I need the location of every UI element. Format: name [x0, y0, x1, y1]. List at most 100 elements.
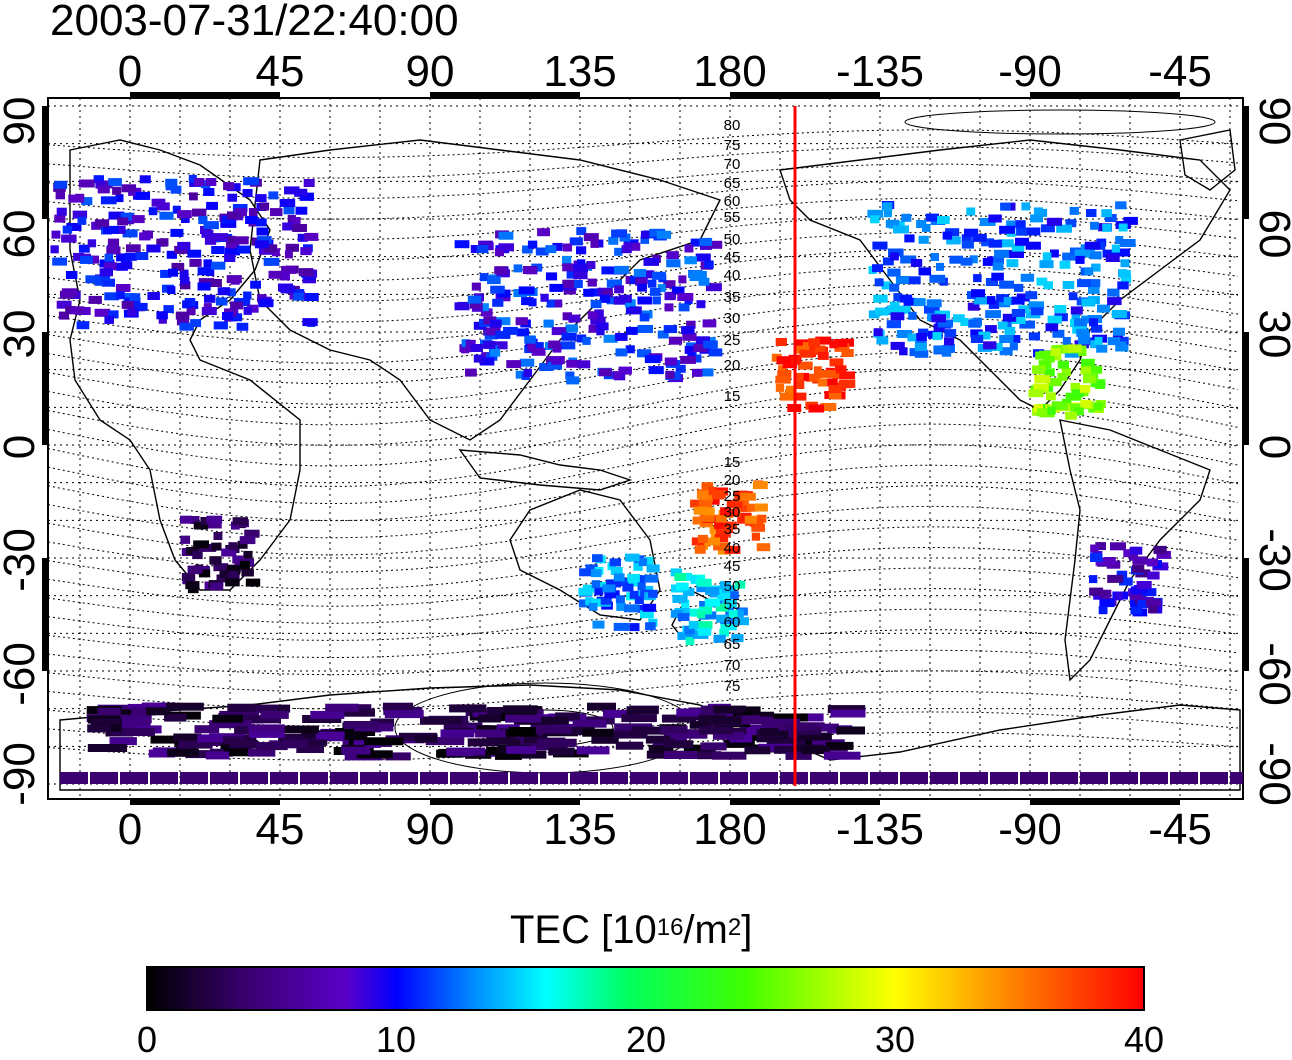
tec-cell [178, 740, 213, 749]
tec-cell [576, 227, 587, 236]
tec-cell [717, 592, 732, 601]
tec-cell [1089, 575, 1098, 584]
contour-label: 15 [724, 388, 741, 405]
tec-cell [698, 277, 710, 286]
tec-cell [296, 745, 324, 753]
tec-cell [1119, 239, 1136, 247]
tec-cell [629, 590, 639, 599]
tec-cell [1136, 581, 1152, 589]
tec-cell [663, 751, 698, 759]
tec-cell [569, 237, 583, 246]
tec-cell [280, 725, 319, 734]
tec-cell [829, 340, 839, 349]
tec-cell [664, 740, 694, 749]
tec-cell [90, 772, 118, 784]
tec-cell [1036, 408, 1048, 417]
tec-cell [1071, 313, 1080, 322]
tec-cell [94, 308, 111, 317]
tec-cell [1077, 279, 1091, 288]
tec-cell [198, 216, 208, 225]
colorbar-title: TEC [1016/m2] [510, 908, 753, 952]
contour-line [48, 649, 1239, 693]
tec-cell [644, 574, 659, 583]
tec-cell [1137, 600, 1149, 608]
tec-cell [648, 589, 658, 598]
tec-cell [932, 332, 942, 341]
tec-cell [481, 352, 491, 361]
tec-cell [292, 224, 307, 232]
tec-cell [132, 215, 145, 224]
tec-cell [127, 308, 137, 317]
tec-cell [1056, 224, 1072, 233]
tec-cell [343, 721, 379, 729]
tec-cell [708, 348, 723, 357]
tec-cell [231, 521, 240, 530]
tec-cell [502, 705, 538, 714]
tec-cell [971, 289, 986, 298]
tec-cell [1140, 772, 1168, 784]
tec-cell [714, 521, 728, 530]
tec-cell [197, 734, 223, 743]
right-lat-label: -90 [1250, 742, 1292, 806]
tec-cell [916, 332, 927, 341]
tec-cell [506, 745, 537, 754]
tec-cell [627, 242, 641, 251]
tec-cell [303, 179, 315, 187]
tec-cell [236, 245, 251, 254]
contour-line [48, 283, 1239, 343]
tec-cell [213, 321, 228, 330]
tec-cell [281, 265, 296, 274]
tec-cell [999, 225, 1015, 234]
tec-cell [1115, 236, 1124, 244]
tec-cell [893, 225, 909, 234]
tec-cell [640, 610, 654, 619]
left-lat-label: 60 [0, 209, 44, 259]
tec-cell [805, 373, 821, 382]
tec-cell [587, 278, 597, 287]
tec-cell [116, 262, 128, 271]
tec-cell [185, 750, 223, 759]
tec-cell [56, 300, 72, 309]
tec-cell [786, 385, 797, 394]
tec-cell [1059, 260, 1071, 269]
tec-cell [1020, 273, 1035, 282]
tec-cell [810, 772, 838, 784]
tec-cell [590, 300, 602, 309]
tec-cell [281, 739, 309, 748]
tec-cell [546, 356, 557, 365]
tec-cell [187, 249, 202, 258]
tec-cell [753, 520, 764, 529]
tec-cell [370, 718, 395, 727]
tec-cell [384, 710, 424, 719]
tec-cell [270, 772, 298, 784]
tec-cell [101, 278, 115, 287]
tec-cell [531, 347, 546, 356]
tec-cell [529, 342, 544, 351]
tec-cell [1032, 365, 1046, 374]
tec-cell [699, 237, 713, 246]
tec-cell [666, 251, 679, 260]
tec-cell [1057, 360, 1069, 369]
tec-cell [645, 270, 655, 279]
tec-cell [968, 319, 981, 328]
colorbar-tick-label: 30 [874, 1019, 916, 1060]
tec-cell [664, 292, 675, 301]
tec-cell [682, 587, 695, 596]
tec-cell [230, 276, 240, 285]
tec-cell [616, 602, 626, 611]
tec-cell [585, 597, 594, 606]
tec-cell [735, 609, 744, 618]
tec-cell [913, 298, 926, 307]
tec-cell [661, 714, 697, 723]
tec-cell [931, 314, 946, 323]
tec-cell [615, 332, 628, 341]
tec-cell [807, 346, 821, 355]
tec-cell [513, 264, 523, 273]
tec-cell [148, 749, 175, 758]
tec-cell [552, 344, 562, 353]
tec-cell [561, 332, 577, 341]
tec-cell [740, 492, 756, 501]
tec-cell [243, 550, 253, 559]
contour-line [48, 567, 1239, 624]
tec-cell [1110, 542, 1126, 551]
